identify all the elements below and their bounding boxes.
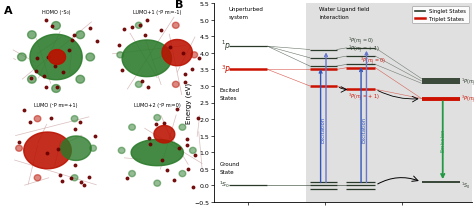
Text: $^1P(m_j{=}+1)$: $^1P(m_j{=}+1)$ <box>348 44 380 55</box>
Text: Emission: Emission <box>440 128 445 151</box>
Text: $^3P(m_j{=}-1)$: $^3P(m_j{=}-1)$ <box>461 93 474 105</box>
Text: $^1P(m_j{=}0)$: $^1P(m_j{=}0)$ <box>348 35 374 46</box>
Text: $^1P(m_j{=}-1)$: $^1P(m_j{=}-1)$ <box>461 76 474 87</box>
Text: HOMO (¹S₀): HOMO (¹S₀) <box>42 10 70 15</box>
Text: system: system <box>229 15 249 20</box>
Bar <box>306 4 472 202</box>
Text: $^3$P: $^3$P <box>221 63 231 76</box>
Text: $^1$p: $^1$p <box>221 38 231 53</box>
Text: Water Ligand field: Water Ligand field <box>319 7 370 12</box>
Text: State: State <box>219 169 234 174</box>
Text: Ground: Ground <box>219 162 239 166</box>
Text: $^3P(m_j{=}+1)$: $^3P(m_j{=}+1)$ <box>348 91 380 103</box>
Y-axis label: Energy (eV): Energy (eV) <box>185 83 191 123</box>
Legend: Singlet States, Triplet States: Singlet States, Triplet States <box>412 7 469 24</box>
Text: B: B <box>175 0 183 10</box>
Text: LUMO+1 (¹P mₗ=-1): LUMO+1 (¹P mₗ=-1) <box>133 10 182 15</box>
Text: $^3P(m_j{=}0)$: $^3P(m_j{=}0)$ <box>360 56 385 67</box>
Text: LUMO+2 (¹P mₗ=0): LUMO+2 (¹P mₗ=0) <box>134 103 181 108</box>
Text: $^1S_0$: $^1S_0$ <box>461 180 470 190</box>
Text: $^1S_0$: $^1S_0$ <box>219 179 231 189</box>
Text: interaction: interaction <box>319 15 349 20</box>
Text: A: A <box>4 6 13 16</box>
Text: Unperturbed: Unperturbed <box>229 7 264 12</box>
Text: Excitation: Excitation <box>321 116 326 142</box>
Text: Excited: Excited <box>219 87 239 92</box>
Text: States: States <box>219 96 237 101</box>
Text: Excitation: Excitation <box>361 116 366 142</box>
Text: LUMO (¹P mₗ=+1): LUMO (¹P mₗ=+1) <box>34 103 78 108</box>
